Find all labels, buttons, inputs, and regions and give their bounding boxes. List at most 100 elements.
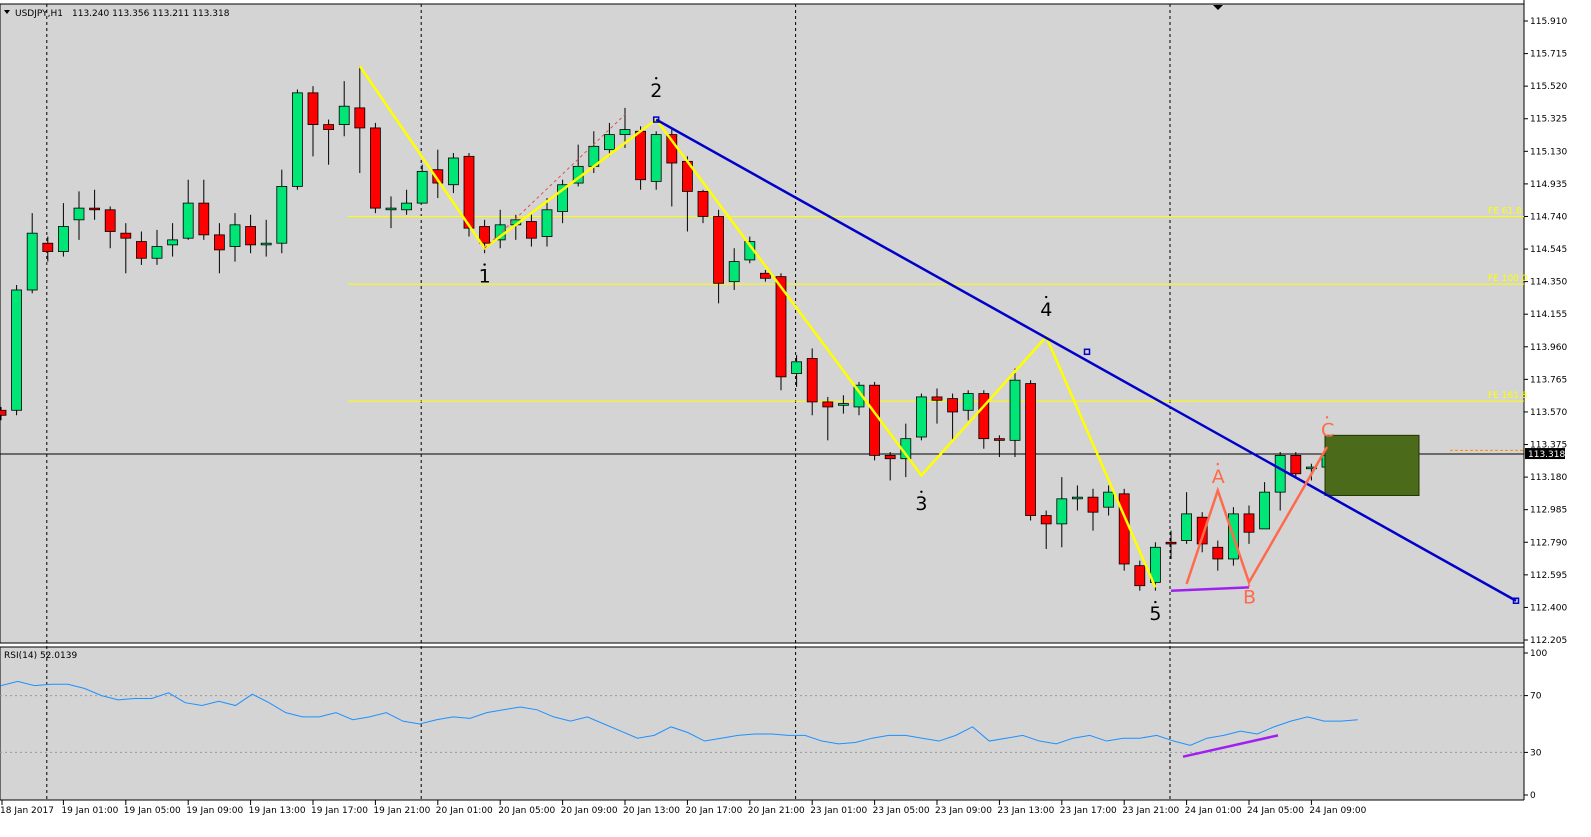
rsi-line	[0, 680, 1358, 746]
price-tick-label: 112.205	[1530, 636, 1567, 646]
candle-body	[479, 226, 491, 244]
candle-body	[1274, 454, 1286, 493]
candle-body	[354, 107, 366, 129]
time-axis-ticks: 18 Jan 2017 19 Jan 01:00 19 Jan 05:00 19 Ja…	[0, 800, 1367, 816]
candle-body	[291, 92, 303, 187]
price-tick-label: 113.960	[1530, 343, 1567, 353]
candle-body	[151, 246, 163, 259]
target-zone	[1324, 434, 1420, 496]
time-tick-label: 20 Jan 21:00	[748, 806, 805, 816]
candle-body	[135, 241, 147, 259]
rsi-title: RSI(14) 52.0139	[4, 651, 77, 661]
time-tick-label: 19 Jan 17:00	[311, 806, 368, 816]
candle-body	[557, 184, 568, 212]
current-price-label: 113.318	[1528, 450, 1565, 460]
time-tick-label: 23 Jan 05:00	[873, 806, 930, 816]
time-tick-label: 24 Jan 01:00	[1185, 806, 1242, 816]
time-tick-label: 19 Jan 21:00	[373, 806, 430, 816]
candle-body	[760, 272, 771, 279]
candle-body	[1181, 513, 1192, 541]
fib-label: FE 161.8	[1488, 391, 1528, 401]
candle-body	[260, 242, 272, 246]
price-tick-label: 112.790	[1530, 538, 1567, 548]
wave-label: 3	[915, 493, 927, 515]
current-price-box	[1525, 448, 1565, 460]
time-tick-label: 19 Jan 13:00	[249, 806, 306, 816]
abc-label: C	[1321, 419, 1334, 441]
candle-body	[604, 134, 615, 151]
price-tick-label: 115.520	[1530, 82, 1567, 92]
candle-body	[1103, 491, 1114, 508]
price-tick-label: 112.400	[1530, 603, 1567, 613]
price-tick-label: 114.155	[1530, 310, 1567, 320]
time-tick-label: 19 Jan 05:00	[124, 806, 181, 816]
candle-body	[526, 221, 537, 239]
abc-label: B	[1243, 587, 1256, 609]
candle-body	[1259, 491, 1270, 530]
shift-marker-icon[interactable]	[1213, 5, 1223, 10]
candle-body	[369, 127, 381, 209]
time-tick-label: 23 Jan 17:00	[1060, 806, 1117, 816]
candle-body	[1165, 541, 1177, 545]
candle-body	[1025, 383, 1036, 516]
candle-body	[229, 224, 241, 247]
candle-body	[931, 396, 943, 401]
price-tick-label: 113.765	[1530, 375, 1567, 385]
candle-body	[869, 384, 880, 456]
time-tick-label: 20 Jan 17:00	[685, 806, 742, 816]
price-tick-label: 115.910	[1530, 17, 1567, 27]
price-tick-label: 115.715	[1530, 50, 1567, 60]
abc-label-dot	[1216, 462, 1220, 466]
symbol-label: USDJPY,H1	[15, 9, 63, 19]
candle-body	[1040, 515, 1052, 525]
impulse-wave-line	[358, 65, 1157, 588]
collapse-triangle-icon[interactable]	[4, 10, 10, 14]
candle-body	[104, 209, 116, 232]
wave-label-dot	[655, 76, 658, 80]
fibonacci-levels: FE 61.8 FE 100.0 FE 161.8	[0, 206, 1528, 455]
rsi-indicator: 100 70 30 0	[0, 649, 1547, 801]
candle-body	[89, 207, 100, 211]
wave-2-guide	[484, 114, 626, 249]
time-tick-label: 19 Jan 01:00	[61, 806, 118, 816]
candle-body	[916, 396, 927, 438]
candle-body	[619, 129, 631, 136]
candle-body	[541, 209, 553, 237]
abc-label-dot	[1247, 584, 1251, 587]
abc-label-dot	[1325, 416, 1329, 419]
candle-body	[245, 226, 257, 246]
candle-body	[323, 124, 335, 130]
candle-body	[416, 170, 428, 204]
candle-body	[42, 242, 54, 252]
candle-body	[713, 216, 724, 284]
session-separators	[46, 4, 1171, 800]
candle-body	[401, 202, 413, 211]
candle-body	[11, 289, 23, 411]
trend-line	[655, 118, 1517, 602]
candle-body	[947, 398, 958, 413]
price-tick-label: 112.985	[1530, 506, 1567, 516]
candle-body	[1087, 496, 1099, 513]
candle-body	[994, 438, 1005, 441]
candle-body	[791, 361, 802, 374]
time-tick-label: 23 Jan 21:00	[1122, 806, 1179, 816]
candle-body	[1118, 493, 1130, 565]
candle-body	[838, 403, 849, 406]
candle-body	[432, 169, 444, 184]
wave-label: 4	[1040, 299, 1052, 321]
price-tick-label: 114.935	[1530, 180, 1567, 190]
time-tick-label: 20 Jan 09:00	[561, 806, 618, 816]
candle-body	[1243, 513, 1255, 533]
time-tick-label: 23 Jan 01:00	[810, 806, 867, 816]
candle-body	[447, 157, 459, 186]
candle-body	[198, 202, 210, 236]
candle-body	[635, 130, 646, 181]
candle-body	[307, 92, 319, 125]
candle-body	[775, 276, 787, 378]
candle-body	[58, 226, 69, 252]
rsi-tick-label: 0	[1530, 791, 1536, 801]
candle-body	[73, 207, 85, 221]
time-tick-label: 18 Jan 2017	[0, 806, 54, 816]
price-tick-label: 114.740	[1530, 212, 1567, 222]
time-tick-label: 20 Jan 01:00	[436, 806, 493, 816]
